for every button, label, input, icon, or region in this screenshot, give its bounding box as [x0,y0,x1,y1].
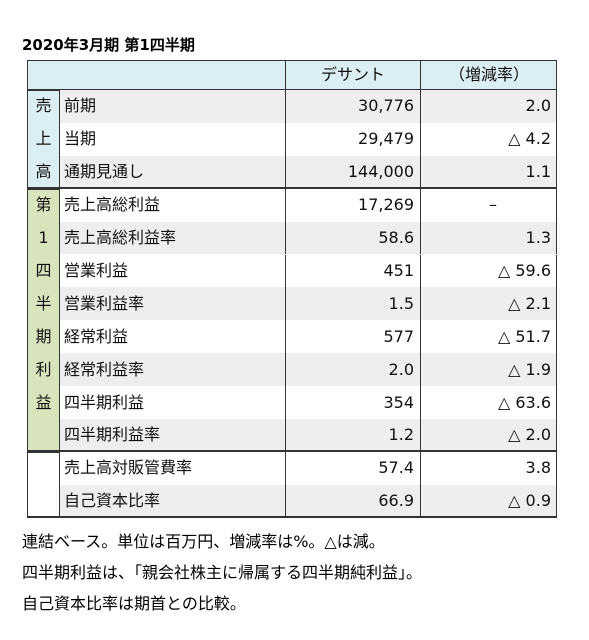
side-cell [27,451,60,518]
row-label: 当期 [64,129,97,149]
row [60,451,557,485]
row-label: 営業利益 [64,260,129,280]
side-char: 1 [38,228,49,248]
change-cell: △ 2.1 [420,287,557,321]
header-row [27,60,557,90]
change-cell: – [420,188,557,222]
row [60,484,557,518]
row [60,122,557,156]
value-cell: 58.6 [285,221,420,255]
change-cell: △ 59.6 [420,254,557,288]
row-label: 売上高対販管費率 [64,458,193,478]
value-cell: 17,269 [285,188,420,222]
value-cell: 66.9 [285,484,420,518]
value-cell: 2.0 [285,353,420,387]
row [60,254,557,288]
change-cell: △ 1.9 [420,353,557,387]
side-char: 四 [35,260,52,280]
side-char: 利 [35,359,52,379]
row-label: 自己資本比率 [64,491,161,511]
change-cell: 1.3 [420,221,557,255]
value-cell: 29,479 [285,122,420,156]
column-header: デサント [285,60,420,90]
change-cell: △ 63.6 [420,386,557,419]
row [60,155,557,189]
side-char: 売 [35,96,52,116]
change-cell: 3.8 [420,451,557,485]
row [60,188,557,222]
row-label: 前期 [64,96,97,116]
value-cell: 451 [285,254,420,288]
value-cell: 1.5 [285,287,420,321]
row-label: 経常利益 [64,326,129,346]
note: 連結ベース。単位は百万円、増減率は%。△は減。 [22,531,385,551]
column-header: （増減率） [420,60,557,90]
value-cell: 144,000 [285,155,420,189]
side-char: 第 [35,195,52,215]
side-char: 益 [35,392,52,412]
value-cell: 1.2 [285,419,420,452]
row-label: 営業利益率 [64,293,145,313]
change-cell: △ 2.0 [420,419,557,452]
note: 四半期利益は、「親会社株主に帰属する四半期純利益」。 [22,562,423,582]
side-cell [27,90,60,189]
row [60,90,557,123]
change-cell: △ 4.2 [420,122,557,156]
row [60,287,557,321]
row-label: 売上高総利益 [64,195,161,215]
row-label: 経常利益率 [64,359,145,379]
row-label: 四半期利益率 [64,425,161,445]
note: 自己資本比率は期首との比較。 [22,593,246,613]
value-cell: 354 [285,386,420,419]
row-label: 四半期利益 [64,392,145,412]
side-char: 高 [35,162,52,182]
change-cell: △ 51.7 [420,320,557,354]
value-cell: 57.4 [285,451,420,485]
row [60,320,557,354]
row [60,386,557,419]
side-char: 半 [35,293,52,313]
change-cell: 1.1 [420,155,557,189]
row [60,419,557,452]
change-cell: 2.0 [420,90,557,123]
value-cell: 30,776 [285,90,420,123]
side-cell [27,188,60,452]
value-cell: 577 [285,320,420,354]
row [60,353,557,387]
side-char: 期 [35,326,52,346]
row-label: 通期見通し [64,162,145,182]
row [60,221,557,255]
row-label: 売上高総利益率 [64,228,177,248]
change-cell: △ 0.9 [420,484,557,518]
title: 2020年3月期 第1四半期 [22,36,195,54]
side-char: 上 [35,129,52,149]
